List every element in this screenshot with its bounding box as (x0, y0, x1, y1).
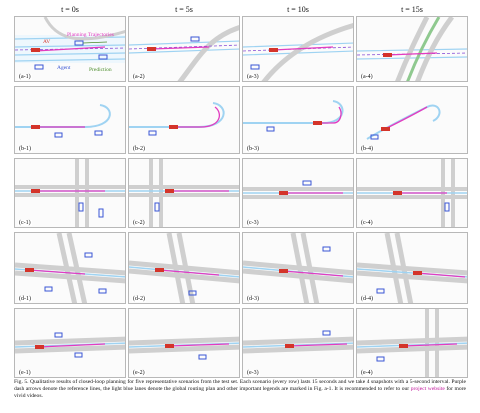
panel-label: (a-4) (360, 74, 374, 80)
panel-e-4: (e-4) (356, 308, 468, 378)
panel-d-3: (d-3) (242, 232, 354, 304)
scene-render (129, 25, 239, 81)
legend-prediction: Prediction (89, 67, 112, 73)
panel-label: (e-3) (246, 370, 260, 376)
scene-render (357, 309, 467, 377)
project-website-link[interactable]: project website (410, 386, 445, 393)
scene-render (15, 17, 125, 70)
panel-label: (c-2) (132, 220, 146, 226)
column-header-t15: t = 15s (401, 5, 423, 14)
panel-label: (b-4) (360, 146, 374, 152)
legend-planning: Planning Trajectories (67, 32, 114, 38)
scene-render (243, 180, 353, 199)
panel-a-1: AV Planning Trajectories Agent Predictio… (14, 16, 126, 82)
panel-label: (e-4) (360, 370, 374, 376)
legend-av: AV (43, 39, 51, 45)
panel-label: (b-3) (246, 146, 260, 152)
panel-d-2: (d-2) (128, 232, 240, 304)
panel-label: (a-1) (18, 74, 32, 80)
panel-e-3: (e-3) (242, 308, 354, 378)
panel-label: (d-1) (18, 296, 32, 302)
scene-render (129, 102, 225, 136)
panel-label: (e-1) (18, 370, 32, 376)
caption-text-end: for more vivid videos. (14, 386, 466, 400)
scene-render (243, 233, 353, 303)
scene-render (243, 100, 344, 132)
column-header-t10: t = 10s (287, 5, 309, 14)
scene-render (15, 159, 125, 227)
scene-render (15, 332, 125, 358)
scene-render (129, 159, 239, 227)
scene-render (15, 104, 111, 138)
panel-a-2: (a-2) (128, 16, 240, 82)
panel-a-4: (a-4) (356, 16, 468, 82)
panel-label: (d-2) (132, 296, 146, 302)
scene-render (129, 233, 239, 303)
panel-c-4: (c-4) (356, 158, 468, 228)
panel-c-3: (c-3) (242, 158, 354, 228)
panel-e-2: (e-2) (128, 308, 240, 378)
panel-label: (c-3) (246, 220, 260, 226)
panel-a-3: (a-3) (242, 16, 354, 82)
scene-render (129, 336, 239, 360)
panel-label: (a-3) (246, 74, 260, 80)
figure-caption: Fig. 5. Qualitative results of closed-lo… (14, 379, 466, 400)
scene-render (243, 330, 353, 354)
panel-label: (e-2) (132, 370, 146, 376)
panel-label: (d-3) (246, 296, 260, 302)
scene-render (15, 233, 125, 303)
panel-label: (b-2) (132, 146, 146, 152)
panel-d-4: (d-4) (356, 232, 468, 304)
scene-render (366, 104, 441, 140)
column-header-t0: t = 0s (61, 5, 79, 14)
panel-label: (d-4) (360, 296, 374, 302)
panel-label: (c-1) (18, 220, 32, 226)
scene-render (357, 233, 467, 303)
panel-label: (b-1) (18, 146, 32, 152)
panel-b-4: (b-4) (356, 86, 468, 154)
legend-agent: Agent (57, 65, 71, 71)
panel-c-1: (c-1) (14, 158, 126, 228)
panel-label: (c-4) (360, 220, 374, 226)
scene-render (357, 17, 467, 81)
panel-b-3: (b-3) (242, 86, 354, 154)
panel-d-1: (d-1) (14, 232, 126, 304)
column-header-t5: t = 5s (175, 5, 193, 14)
panel-e-1: (e-1) (14, 308, 126, 378)
panel-c-2: (c-2) (128, 158, 240, 228)
scene-render (243, 23, 353, 81)
panel-label: (a-2) (132, 74, 146, 80)
panel-b-2: (b-2) (128, 86, 240, 154)
caption-text: Fig. 5. Qualitative results of closed-lo… (14, 379, 466, 393)
panel-b-1: (b-1) (14, 86, 126, 154)
scene-render (357, 159, 467, 227)
